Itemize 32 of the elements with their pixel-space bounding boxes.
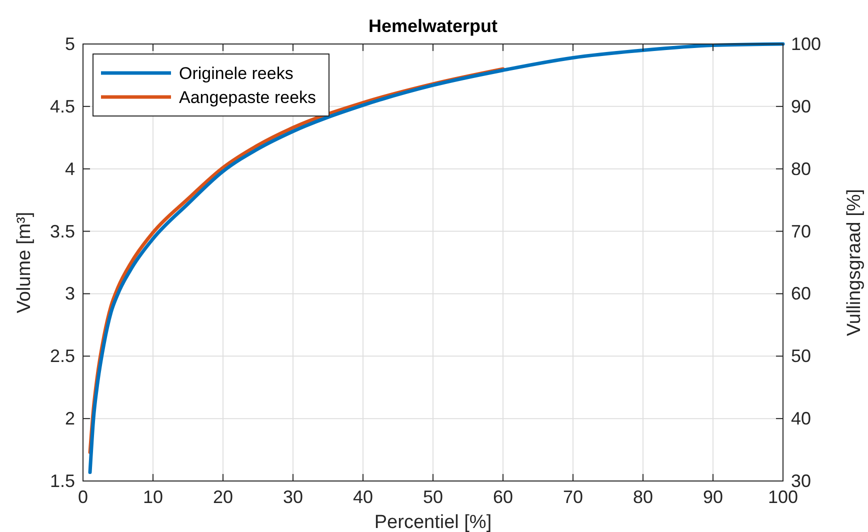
y-axis-title: Volume [m³] — [14, 212, 35, 314]
y2-tick-label: 40 — [791, 408, 812, 429]
legend-label: Aangepaste reeks — [179, 88, 316, 107]
y-tick-label: 4 — [64, 158, 75, 179]
x-tick-label: 70 — [562, 487, 584, 507]
legend-label: Originele reeks — [179, 64, 294, 83]
y2-tick-label: 80 — [791, 158, 812, 179]
x-tick-label: 30 — [282, 487, 304, 507]
y2-axis-title: Vullingsgraad [%] — [844, 188, 865, 336]
x-tick-label: 60 — [492, 487, 514, 507]
y-tick-label: 3 — [64, 284, 75, 304]
y2-tick-label: 100 — [791, 34, 822, 54]
x-tick-label: 10 — [142, 487, 164, 507]
chart-title: Hemelwaterput — [368, 16, 498, 36]
y-tick-label: 1.5 — [50, 471, 75, 491]
y-tick-label: 5 — [64, 34, 75, 54]
x-tick-label: 0 — [78, 487, 88, 507]
x-tick-label: 80 — [632, 487, 654, 507]
y2-tick-label: 90 — [791, 96, 812, 116]
y2-tick-label: 50 — [791, 346, 812, 366]
line-series — [88, 42, 785, 474]
y-tick-label: 2.5 — [50, 346, 75, 366]
y-tick-label: 4.5 — [50, 96, 75, 116]
x-tick-label: 50 — [422, 487, 444, 507]
y-tick-label: 3.5 — [50, 221, 75, 242]
x-tick-label: 40 — [352, 487, 374, 507]
y2-tick-label: 60 — [791, 284, 812, 304]
x-tick-label: 20 — [212, 487, 234, 507]
y2-tick-label: 70 — [791, 221, 812, 242]
x-axis-title: Percentiel [%] — [374, 512, 492, 532]
y-tick-label: 2 — [64, 408, 75, 429]
x-tick-label: 90 — [702, 487, 724, 507]
